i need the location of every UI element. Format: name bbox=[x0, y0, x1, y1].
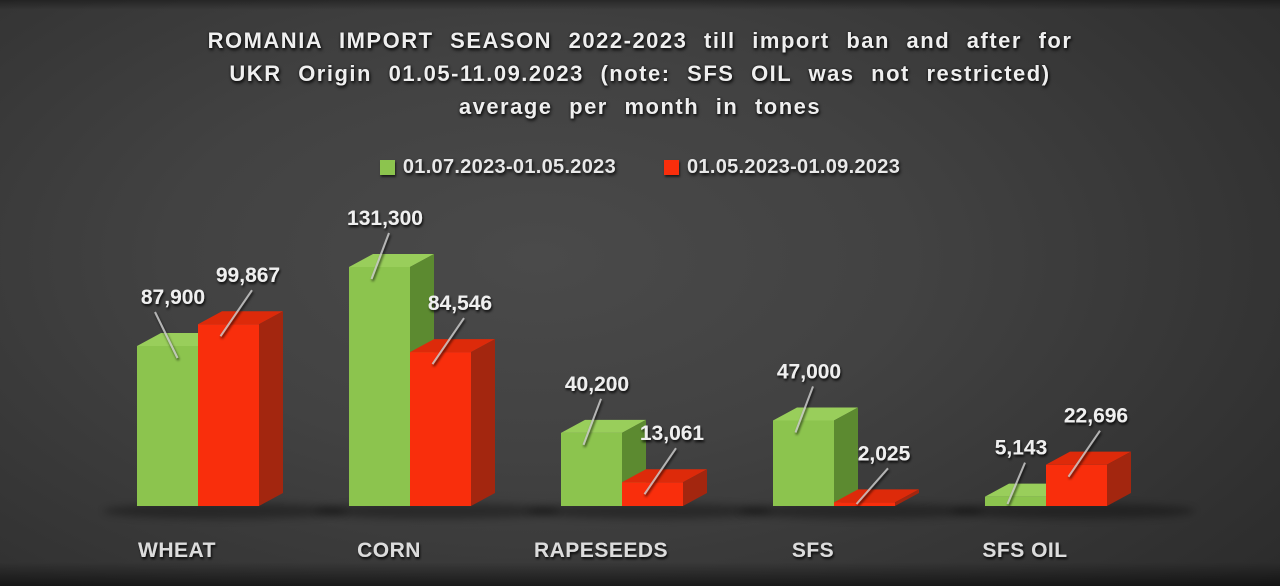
bar-sfs-series2 bbox=[834, 489, 919, 506]
bar-side-face bbox=[471, 339, 495, 506]
category-label-wheat: WHEAT bbox=[138, 539, 216, 562]
bar-group-corn: 131,300 84,546 CORN bbox=[315, 207, 559, 562]
legend-item-series2: 01.05.2023-01.09.2023 bbox=[664, 156, 900, 179]
chart-title-line-1: ROMANIA IMPORT SEASON 2022-2023 till imp… bbox=[207, 28, 1073, 53]
bar-top-face bbox=[773, 407, 858, 421]
legend-label-series1: 01.07.2023-01.05.2023 bbox=[402, 156, 616, 178]
bar-group-sfs-oil: 5,143 22,696 SFS OIL bbox=[951, 405, 1195, 562]
value-label: 87,900 bbox=[141, 286, 205, 309]
label-leader-line bbox=[370, 232, 390, 280]
legend-label-series2: 01.05.2023-01.09.2023 bbox=[687, 156, 901, 178]
category-label-sfs-oil: SFS OIL bbox=[982, 539, 1067, 562]
value-label: 84,546 bbox=[428, 292, 492, 315]
bar-front-face bbox=[1046, 464, 1107, 506]
bar-front-face bbox=[622, 482, 683, 506]
bar-top-face bbox=[834, 489, 919, 503]
bar-side-face bbox=[834, 407, 858, 506]
label-leader-line bbox=[643, 447, 677, 495]
category-label-corn: CORN bbox=[357, 539, 421, 562]
bar-side-face bbox=[895, 489, 919, 506]
bar-top-face bbox=[561, 419, 646, 433]
bar-corn-series2 bbox=[410, 339, 495, 506]
bar-top-face bbox=[622, 469, 707, 483]
bar-wheat-series2 bbox=[198, 311, 283, 506]
category-label-sfs: SFS bbox=[792, 539, 834, 562]
bar-side-face bbox=[683, 469, 707, 506]
bar-front-face bbox=[410, 352, 471, 506]
floor-shadow bbox=[739, 503, 983, 519]
bar-group-rapeseeds: 40,200 13,061 RAPESEEDS bbox=[527, 373, 771, 562]
bar-top-face bbox=[1046, 451, 1131, 465]
value-label: 47,000 bbox=[777, 360, 841, 383]
label-leader-line bbox=[219, 289, 253, 337]
bar-top-face bbox=[198, 311, 283, 325]
bar-front-face bbox=[773, 420, 834, 506]
label-leader-line bbox=[1067, 430, 1101, 478]
bar-front-face bbox=[561, 432, 622, 506]
bar-side-face bbox=[1107, 451, 1131, 506]
label-leader-line bbox=[855, 467, 889, 505]
value-label: 2,025 bbox=[858, 442, 911, 465]
bar-top-face bbox=[349, 254, 434, 267]
legend-swatch-green-icon bbox=[379, 160, 395, 175]
chart-legend: 01.07.2023-01.05.2023 01.05.2023-01.09.2… bbox=[0, 156, 1280, 179]
legend-item-series1: 01.07.2023-01.05.2023 bbox=[379, 156, 616, 179]
value-label: 5,143 bbox=[995, 437, 1048, 460]
bar-front-face bbox=[834, 502, 895, 506]
value-label: 99,867 bbox=[216, 264, 280, 287]
bar-side-face bbox=[259, 311, 283, 506]
bar-front-face bbox=[349, 267, 410, 506]
bar-front-face bbox=[985, 496, 1046, 506]
value-label: 131,300 bbox=[347, 207, 423, 230]
bar-top-face bbox=[410, 339, 495, 353]
label-leader-line bbox=[582, 398, 602, 446]
label-leader-line bbox=[431, 317, 465, 365]
bar-group-wheat: 87,900 99,867 WHEAT bbox=[103, 264, 347, 562]
chart-title: ROMANIA IMPORT SEASON 2022-2023 till imp… bbox=[0, 24, 1280, 123]
bar-sfs-series1 bbox=[773, 407, 858, 506]
floor-shadow bbox=[103, 503, 347, 519]
bar-group-sfs: 47,000 2,025 SFS bbox=[739, 360, 983, 562]
floor-shadow bbox=[315, 503, 559, 519]
legend-swatch-red-icon bbox=[664, 160, 679, 175]
label-leader-line bbox=[794, 386, 814, 433]
bar-front-face bbox=[198, 324, 259, 506]
value-label: 40,200 bbox=[565, 373, 629, 396]
value-label: 13,061 bbox=[640, 422, 705, 445]
bar-rapeseeds-series2 bbox=[622, 469, 707, 506]
chart-title-line-2: UKR Origin 01.05-11.09.2023 (note: SFS O… bbox=[229, 61, 1051, 86]
category-label-rapeseeds: RAPESEEDS bbox=[534, 539, 668, 562]
value-label: 22,696 bbox=[1064, 405, 1128, 428]
floor-shadow bbox=[527, 503, 771, 519]
chart-title-line-3: average per month in tones bbox=[458, 94, 822, 119]
label-leader-line bbox=[154, 311, 179, 359]
floor-shadow bbox=[951, 503, 1195, 519]
bar-sfs-oil-series2 bbox=[1046, 451, 1131, 506]
label-leader-line bbox=[1006, 462, 1026, 505]
bar-front-face bbox=[137, 345, 198, 506]
